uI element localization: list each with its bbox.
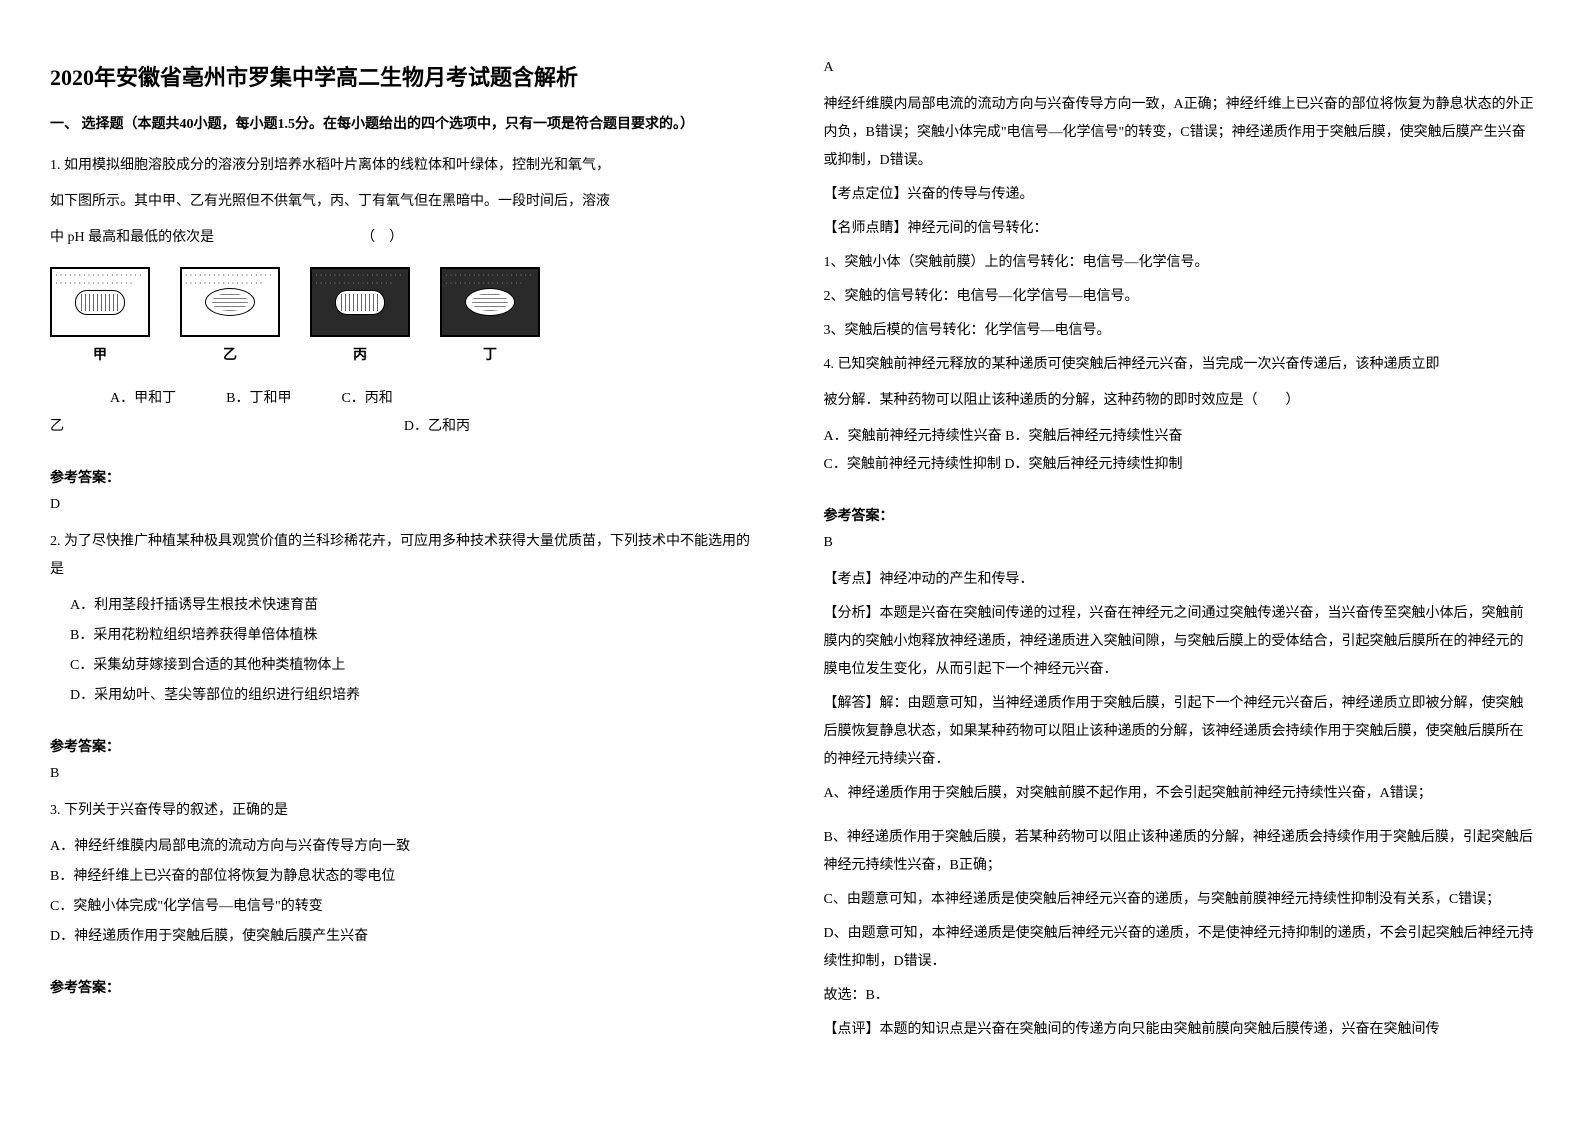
q4-sol-b: B、神经递质作用于突触后膜，若某种药物可以阻止该种递质的分解，神经递质会持续作用… (824, 824, 1538, 880)
q4-exam-point: 【考点】神经冲动的产生和传导． (824, 566, 1538, 594)
label-yi: 乙 (223, 342, 237, 370)
q2-options: A．利用茎段扦插诱导生根技术快速育苗 B．采用花粉粒组织培养获得单倍体植株 C．… (50, 592, 764, 710)
q4-option-b: B．突触后神经元持续性兴奋 (1005, 429, 1182, 444)
q3-option-b: B．神经纤维上已兴奋的部位将恢复为静息状态的零电位 (50, 863, 764, 891)
diagram-3 (310, 267, 410, 337)
q2-option-d: D．采用幼叶、茎尖等部位的组织进行组织培养 (70, 682, 764, 710)
q1-answer-label: 参考答案： (50, 467, 764, 487)
q3-answer-label: 参考答案： (50, 977, 764, 997)
q3-answer: A (824, 60, 1538, 76)
diagram-jia: 甲 (50, 267, 150, 370)
q3-text: 3. 下列关于兴奋传导的叙述，正确的是 (50, 797, 764, 825)
q3-note1: 1、突触小体（突触前膜）上的信号转化：电信号—化学信号。 (824, 249, 1538, 277)
label-bing: 丙 (353, 342, 367, 370)
q1-text-line2: 如下图所示。其中甲、乙有光照但不供氧气，丙、丁有氧气但在黑暗中。一段时间后，溶液 (50, 188, 764, 216)
label-jia: 甲 (93, 342, 107, 370)
q3-note2: 2、突触的信号转化：电信号—化学信号—电信号。 (824, 283, 1538, 311)
q3-option-a: A．神经纤维膜内局部电流的流动方向与兴奋传导方向一致 (50, 833, 764, 861)
q3-option-d: D．神经递质作用于突触后膜，使突触后膜产生兴奋 (50, 923, 764, 951)
q1-text-line3: 中 pH 最高和最低的依次是 （ ） (50, 224, 764, 252)
q3-note3: 3、突触后模的信号转化：化学信号—电信号。 (824, 317, 1538, 345)
diagram-ding: 丁 (440, 267, 540, 370)
left-column: 2020年安徽省亳州市罗集中学高二生物月考试题含解析 一、 选择题（本题共40小… (50, 60, 764, 1062)
q1-option-d: D．乙和丙 (404, 413, 470, 441)
question-2: 2. 为了尽快推广种植某种极具观赏价值的兰科珍稀花卉，可应用多种技术获得大量优质… (50, 528, 764, 718)
q2-text: 2. 为了尽快推广种植某种极具观赏价值的兰科珍稀花卉，可应用多种技术获得大量优质… (50, 528, 764, 584)
q3-options: A．神经纤维膜内局部电流的流动方向与兴奋传导方向一致 B．神经纤维上已兴奋的部位… (50, 833, 764, 951)
diagram-yi: 乙 (180, 267, 280, 370)
q3-explanation: 神经纤维膜内局部电流的流动方向与兴奋传导方向一致，A正确；神经纤维上已兴奋的部位… (824, 91, 1538, 175)
q3-teacher-note: 【名师点睛】神经元间的信号转化： (824, 215, 1538, 243)
q4-option-a: A．突触前神经元持续性兴奋 (824, 429, 1002, 444)
q4-conclusion: 故选：B． (824, 982, 1538, 1010)
q4-analysis: 【分析】本题是兴奋在突触间传递的过程，兴奋在神经元之间通过突触传递兴奋，当兴奋传… (824, 600, 1538, 684)
document-title: 2020年安徽省亳州市罗集中学高二生物月考试题含解析 (50, 60, 764, 92)
q4-answer-label: 参考答案： (824, 505, 1538, 525)
label-ding: 丁 (483, 342, 497, 370)
q4-options: A．突触前神经元持续性兴奋 B．突触后神经元持续性兴奋 C．突触前神经元持续性抑… (824, 423, 1538, 479)
question-4: 4. 已知突触前神经元释放的某种递质可使突触后神经元兴奋，当完成一次兴奋传递后，… (824, 351, 1538, 487)
diagram-bing: 丙 (310, 267, 410, 370)
q2-answer: B (50, 766, 764, 782)
q4-comment: 【点评】本题的知识点是兴奋在突触间的传递方向只能由突触前膜向突触后膜传递，兴奋在… (824, 1016, 1538, 1044)
q4-sol-a: A、神经递质作用于突触后膜，对突触前膜不起作用，不会引起突触前神经元持续性兴奋，… (824, 780, 1538, 808)
q4-text1: 4. 已知突触前神经元释放的某种递质可使突触后神经元兴奋，当完成一次兴奋传递后，… (824, 351, 1538, 379)
q1-answer: D (50, 497, 764, 513)
q1-option-b: B．丁和甲 (226, 385, 291, 413)
q2-answer-label: 参考答案： (50, 736, 764, 756)
q1-diagrams: 甲 乙 丙 丁 (50, 267, 764, 370)
q1-options: A．甲和丁 B．丁和甲 C．丙和 乙 D．乙和丙 (50, 385, 764, 441)
q4-answer: B (824, 535, 1538, 551)
q3-option-c: C．突触小体完成"化学信号—电信号"的转变 (50, 893, 764, 921)
q1-option-c: C．丙和 (341, 385, 392, 413)
q4-sol-d: D、由题意可知，本神经递质是使突触后神经元兴奋的递质，不是使神经元持抑制的递质，… (824, 920, 1538, 976)
diagram-4 (440, 267, 540, 337)
q2-option-b: B．采用花粉粒组织培养获得单倍体植株 (70, 622, 764, 650)
q2-option-c: C．采集幼芽嫁接到合适的其他种类植物体上 (70, 652, 764, 680)
right-column: A 神经纤维膜内局部电流的流动方向与兴奋传导方向一致，A正确；神经纤维上已兴奋的… (824, 60, 1538, 1062)
diagram-2 (180, 267, 280, 337)
q1-text-line1: 1. 如用模拟细胞溶胶成分的溶液分别培养水稻叶片离体的线粒体和叶绿体，控制光和氧… (50, 152, 764, 180)
section-header: 一、 选择题（本题共40小题，每小题1.5分。在每小题给出的四个选项中，只有一项… (50, 112, 764, 137)
question-3: 3. 下列关于兴奋传导的叙述，正确的是 A．神经纤维膜内局部电流的流动方向与兴奋… (50, 797, 764, 959)
q4-option-d: D．突触后神经元持续性抑制 (1004, 457, 1182, 472)
diagram-1 (50, 267, 150, 337)
q1-option-c2: 乙 (50, 413, 64, 441)
q4-solution: 【解答】解：由题意可知，当神经递质作用于突触后膜，引起下一个神经元兴奋后，神经递… (824, 690, 1538, 774)
q4-sol-c: C、由题意可知，本神经递质是使突触后神经元兴奋的递质，与突触前膜神经元持续性抑制… (824, 886, 1538, 914)
question-1: 1. 如用模拟细胞溶胶成分的溶液分别培养水稻叶片离体的线粒体和叶绿体，控制光和氧… (50, 152, 764, 449)
q4-option-c: C．突触前神经元持续性抑制 (824, 457, 1001, 472)
q1-option-a: A．甲和丁 (110, 385, 176, 413)
q2-option-a: A．利用茎段扦插诱导生根技术快速育苗 (70, 592, 764, 620)
q3-exam-point: 【考点定位】兴奋的传导与传递。 (824, 181, 1538, 209)
q4-text2: 被分解．某种药物可以阻止该种递质的分解，这种药物的即时效应是（ ） (824, 387, 1538, 415)
